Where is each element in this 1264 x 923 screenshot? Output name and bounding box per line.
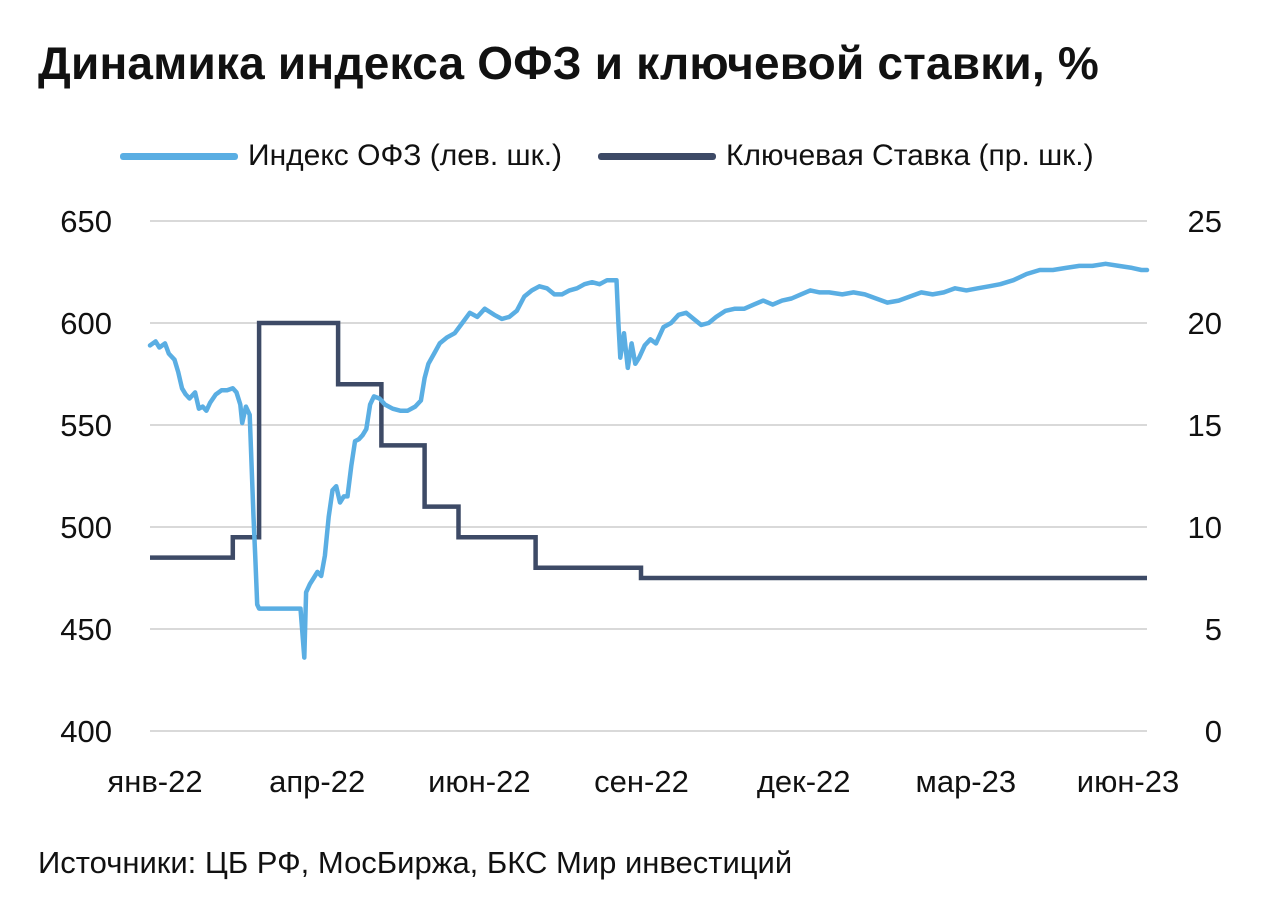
left-axis: 400 450 500 550 600 650 [60, 204, 112, 749]
x-tick-label: апр-22 [269, 764, 365, 799]
x-tick-label: дек-22 [757, 764, 851, 799]
legend-item-ofz: Индекс ОФЗ (лев. шк.) [120, 139, 562, 173]
series-layer [147, 261, 1150, 660]
x-tick-label: июн-22 [428, 764, 531, 799]
source-note: Источники: ЦБ РФ, МосБиржа, БКС Мир инве… [38, 845, 793, 880]
legend: Индекс ОФЗ (лев. шк.) Ключевая Ставка (п… [120, 138, 1130, 174]
legend-item-key-rate: Ключевая Ставка (пр. шк.) [598, 139, 1094, 173]
x-tick-label: сен-22 [594, 764, 689, 799]
x-tick-label: янв-22 [107, 764, 202, 799]
legend-swatch-key-rate [598, 152, 717, 160]
legend-label-key-rate: Ключевая Ставка (пр. шк.) [726, 139, 1094, 172]
y-right-tick-label: 10 [1188, 510, 1222, 545]
y-left-tick-label: 400 [60, 714, 112, 749]
y-left-tick-label: 650 [60, 204, 112, 239]
ofz-index-series-line [147, 261, 1150, 660]
right-axis: 0 5 10 15 20 25 [1188, 204, 1222, 749]
y-right-tick-label: 0 [1205, 714, 1222, 749]
y-left-tick-label: 450 [60, 612, 112, 647]
y-right-tick-label: 25 [1188, 204, 1222, 239]
x-tick-label: июн-23 [1077, 764, 1180, 799]
key-rate-series-line [150, 320, 1147, 581]
y-right-tick-label: 15 [1188, 408, 1222, 443]
y-left-tick-label: 500 [60, 510, 112, 545]
x-axis: янв-22 апр-22 июн-22 сен-22 дек-22 мар-23 июн-… [107, 764, 1179, 799]
chart-title: Динамика индекса ОФЗ и ключевой ставки, … [38, 37, 1099, 89]
y-right-tick-label: 20 [1188, 306, 1222, 341]
y-right-tick-label: 5 [1205, 612, 1222, 647]
y-left-tick-label: 550 [60, 408, 112, 443]
grid-layer [150, 220, 1147, 732]
x-tick-label: мар-23 [916, 764, 1017, 799]
legend-label-ofz: Индекс ОФЗ (лев. шк.) [248, 139, 563, 172]
legend-swatch-ofz [120, 152, 238, 160]
y-left-tick-label: 600 [60, 306, 112, 341]
